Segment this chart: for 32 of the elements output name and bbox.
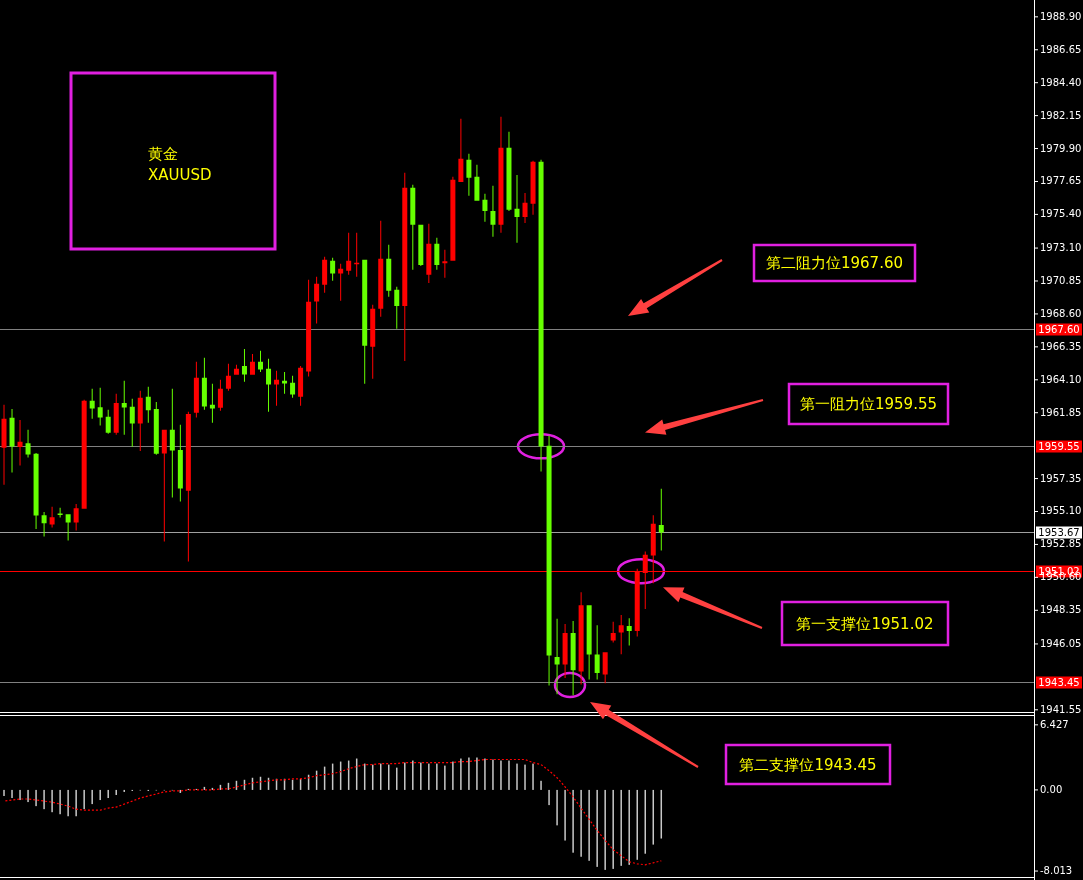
y-tick-label: 1970.85 (1040, 274, 1082, 286)
y-tick-label: 1957.35 (1040, 472, 1082, 484)
annotation: 第二支撑位1943.45 (739, 755, 877, 774)
annotation: 第一阻力位1959.55 (799, 395, 938, 413)
y-tick-label: 1973.10 (1040, 242, 1082, 254)
y-tick-label: 1952.85 (1040, 538, 1082, 550)
ref-line-label: 1943.45 (1038, 676, 1080, 688)
text: XAUUSD (148, 166, 212, 184)
y-tick-label: 1961.85 (1040, 406, 1082, 418)
y-tick-label: 1977.65 (1040, 175, 1082, 187)
y-tick-label: 1984.40 (1040, 76, 1082, 88)
text: 黄金 (148, 145, 178, 163)
y-tick-label: 1988.90 (1040, 10, 1082, 22)
y-tick-label: 1968.60 (1040, 307, 1082, 319)
y-tick-label: 1946.05 (1040, 637, 1082, 649)
y-tick-label: 0.00 (1040, 783, 1063, 795)
y-tick-label: 1982.15 (1040, 109, 1082, 121)
y-tick-label: 1955.10 (1040, 505, 1082, 517)
y-tick-label: 1948.35 (1040, 604, 1082, 616)
annotation: 第一支撑位1951.02 (796, 614, 934, 633)
y-tick-label: 1986.65 (1040, 43, 1082, 55)
y-tick-label: 1979.90 (1040, 142, 1082, 154)
y-tick-label: 1941.55 (1040, 703, 1082, 715)
annotation: 第二阻力位1967.60 (765, 254, 904, 272)
y-tick-label: -8.013 (1040, 865, 1073, 877)
ref-line-label: 1959.55 (1038, 440, 1080, 452)
y-tick-label: 1975.40 (1040, 208, 1082, 220)
y-tick-label: 6.427 (1040, 718, 1069, 730)
y-tick-label: 1966.35 (1040, 340, 1082, 352)
ref-line-label: 1953.67 (1038, 526, 1080, 538)
y-tick-label: 1964.10 (1040, 373, 1082, 385)
ref-line-label: 1967.60 (1038, 323, 1080, 335)
